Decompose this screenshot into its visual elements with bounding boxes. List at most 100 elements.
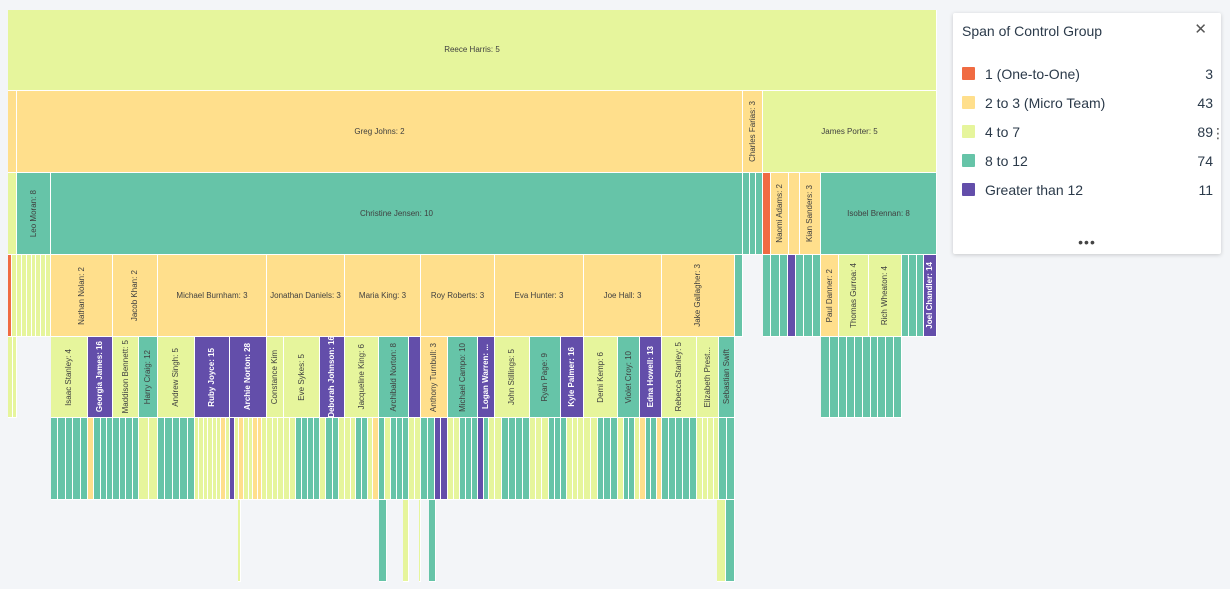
icicle-node[interactable]: Jonathan Daniels: 3 — [267, 255, 345, 337]
icicle-node[interactable]: Jake Gallagher: 3 — [662, 255, 735, 337]
icicle-node-unlabeled[interactable] — [107, 418, 113, 500]
icicle-node-unlabeled[interactable] — [516, 418, 523, 500]
icicle-node-unlabeled[interactable] — [555, 418, 561, 500]
icicle-node[interactable]: Leo Moran: 8 — [17, 173, 51, 255]
legend-item[interactable]: 1 (One-to-One) 3 — [962, 59, 1213, 88]
icicle-node[interactable]: Joe Hall: 3 — [584, 255, 662, 337]
icicle-node-unlabeled[interactable] — [415, 418, 421, 500]
icicle-node-unlabeled[interactable] — [567, 418, 573, 500]
icicle-node-unlabeled[interactable] — [863, 337, 871, 418]
icicle-node[interactable]: Anthony Turnbull: 3 — [421, 337, 448, 418]
icicle-node-unlabeled[interactable] — [657, 418, 662, 500]
icicle-node-unlabeled[interactable] — [598, 418, 604, 500]
icicle-node-unlabeled[interactable] — [244, 418, 249, 500]
icicle-node-unlabeled[interactable] — [368, 418, 373, 500]
icicle-node-unlabeled[interactable] — [326, 418, 333, 500]
icicle-node[interactable]: Edna Howell: 13 — [640, 337, 662, 418]
icicle-node-unlabeled[interactable] — [917, 255, 924, 337]
icicle-node-unlabeled[interactable] — [22, 255, 27, 337]
icicle-node[interactable]: Reece Harris: 5 — [8, 10, 937, 91]
icicle-node-unlabeled[interactable] — [651, 418, 657, 500]
icicle-node-unlabeled[interactable] — [66, 418, 73, 500]
icicle-node-unlabeled[interactable] — [403, 500, 409, 582]
icicle-node-unlabeled[interactable] — [743, 173, 750, 255]
icicle-node-unlabeled[interactable] — [403, 418, 409, 500]
icicle-node-unlabeled[interactable] — [640, 418, 646, 500]
legend-item[interactable]: Greater than 12 11 — [962, 175, 1213, 204]
icicle-node-unlabeled[interactable] — [217, 418, 221, 500]
icicle-node-unlabeled[interactable] — [8, 173, 17, 255]
icicle-node-unlabeled[interactable] — [397, 418, 403, 500]
icicle-node-unlabeled[interactable] — [249, 418, 253, 500]
icicle-node-unlabeled[interactable] — [258, 418, 262, 500]
icicle-node[interactable]: Andrew Singh: 5 — [158, 337, 195, 418]
icicle-node[interactable]: Maria King: 3 — [345, 255, 421, 337]
icicle-node-unlabeled[interactable] — [591, 418, 598, 500]
icicle-node-unlabeled[interactable] — [17, 255, 22, 337]
icicle-node-unlabeled[interactable] — [199, 418, 204, 500]
icicle-node-unlabeled[interactable] — [273, 418, 278, 500]
ellipsis-horizontal-icon[interactable]: ••• — [1078, 234, 1096, 250]
icicle-node[interactable]: Paul Danner: 2 — [821, 255, 839, 337]
icicle-node-unlabeled[interactable] — [180, 418, 188, 500]
icicle-node-unlabeled[interactable] — [780, 255, 788, 337]
icicle-node-unlabeled[interactable] — [13, 337, 17, 418]
icicle-node-unlabeled[interactable] — [902, 255, 909, 337]
icicle-node-unlabeled[interactable] — [126, 418, 133, 500]
icicle-node-unlabeled[interactable] — [604, 418, 611, 500]
icicle-node-unlabeled[interactable] — [267, 418, 273, 500]
icicle-node-unlabeled[interactable] — [460, 418, 466, 500]
icicle-node-unlabeled[interactable] — [813, 255, 821, 337]
icicle-node-unlabeled[interactable] — [523, 418, 530, 500]
icicle-node-unlabeled[interactable] — [320, 418, 326, 500]
icicle-node-unlabeled[interactable] — [139, 418, 149, 500]
icicle-node-unlabeled[interactable] — [584, 418, 591, 500]
icicle-node-unlabeled[interactable] — [253, 418, 258, 500]
icicle-node[interactable]: Ryan Page: 9 — [530, 337, 561, 418]
icicle-node-unlabeled[interactable] — [646, 418, 651, 500]
icicle-node-unlabeled[interactable] — [81, 418, 88, 500]
icicle-node-unlabeled[interactable] — [886, 337, 894, 418]
icicle-node-unlabeled[interactable] — [356, 418, 362, 500]
icicle-node-unlabeled[interactable] — [333, 418, 339, 500]
icicle-node-unlabeled[interactable] — [195, 418, 199, 500]
legend-item[interactable]: 4 to 7 89 — [962, 117, 1213, 146]
icicle-node[interactable]: Logan Warren: ... — [478, 337, 495, 418]
icicle-node-unlabeled[interactable] — [362, 418, 368, 500]
icicle-node[interactable]: James Porter: 5 — [763, 91, 937, 173]
icicle-node-unlabeled[interactable] — [8, 337, 13, 418]
icicle-node[interactable]: Georgia James: 16 — [88, 337, 113, 418]
icicle-node[interactable]: Elizabeth Prest... — [697, 337, 719, 418]
icicle-node-unlabeled[interactable] — [419, 500, 421, 582]
icicle-node-unlabeled[interactable] — [662, 418, 669, 500]
icicle-node-unlabeled[interactable] — [821, 337, 830, 418]
icicle-node-unlabeled[interactable] — [530, 418, 536, 500]
icicle-node-unlabeled[interactable] — [235, 418, 239, 500]
icicle-node[interactable]: Isaac Stanley: 4 — [51, 337, 88, 418]
icicle-node-unlabeled[interactable] — [101, 418, 107, 500]
icicle-node[interactable]: Roy Roberts: 3 — [421, 255, 495, 337]
icicle-node-unlabeled[interactable] — [454, 418, 460, 500]
icicle-node-unlabeled[interactable] — [278, 418, 284, 500]
icicle-node-unlabeled[interactable] — [719, 418, 727, 500]
icicle-node-unlabeled[interactable] — [339, 418, 345, 500]
icicle-node-unlabeled[interactable] — [149, 418, 158, 500]
icicle-node-unlabeled[interactable] — [847, 337, 855, 418]
icicle-node-unlabeled[interactable] — [542, 418, 549, 500]
icicle-node-unlabeled[interactable] — [561, 418, 567, 500]
icicle-node[interactable]: Archibald Norton: 8 — [379, 337, 409, 418]
icicle-node[interactable]: Naomi Adams: 2 — [771, 173, 789, 255]
icicle-node-unlabeled[interactable] — [262, 418, 267, 500]
icicle-node-unlabeled[interactable] — [726, 500, 735, 582]
icicle-node-unlabeled[interactable] — [502, 418, 509, 500]
icicle-node-unlabeled[interactable] — [158, 418, 165, 500]
icicle-node-unlabeled[interactable] — [703, 418, 708, 500]
icicle-node-unlabeled[interactable] — [308, 418, 314, 500]
icicle-node-unlabeled[interactable] — [429, 500, 436, 582]
more-vertical-icon[interactable]: ⋮ — [1211, 125, 1225, 141]
icicle-node-unlabeled[interactable] — [46, 255, 51, 337]
icicle-node-unlabeled[interactable] — [697, 418, 703, 500]
icicle-node-unlabeled[interactable] — [789, 173, 800, 255]
icicle-node-unlabeled[interactable] — [788, 255, 796, 337]
icicle-node-unlabeled[interactable] — [796, 255, 804, 337]
